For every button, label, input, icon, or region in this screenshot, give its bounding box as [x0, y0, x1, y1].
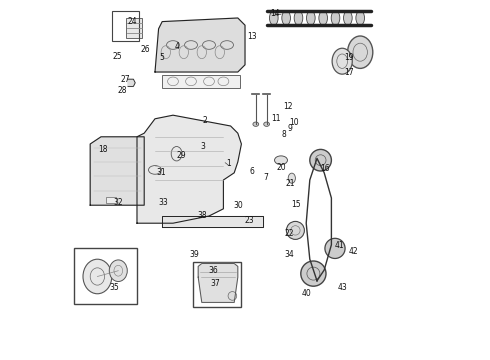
Ellipse shape: [325, 238, 345, 258]
Bar: [126, 18, 142, 38]
Text: 7: 7: [264, 173, 269, 182]
Text: 21: 21: [285, 179, 295, 188]
Text: 36: 36: [208, 266, 218, 275]
Text: 11: 11: [271, 114, 280, 122]
Ellipse shape: [301, 261, 326, 286]
Text: 43: 43: [338, 284, 348, 292]
Text: 29: 29: [176, 151, 186, 160]
Text: 9: 9: [288, 125, 293, 134]
Text: 13: 13: [247, 32, 257, 41]
Ellipse shape: [148, 166, 162, 174]
Ellipse shape: [307, 11, 315, 25]
Text: 10: 10: [289, 118, 298, 127]
Polygon shape: [137, 115, 242, 223]
Text: 33: 33: [158, 198, 168, 207]
Text: 5: 5: [159, 53, 164, 62]
Text: 19: 19: [344, 53, 354, 62]
Ellipse shape: [109, 260, 127, 282]
Bar: [112, 11, 139, 41]
Ellipse shape: [331, 11, 340, 25]
Text: 37: 37: [211, 279, 220, 288]
Text: 25: 25: [112, 53, 122, 62]
Bar: [74, 248, 137, 304]
Text: 34: 34: [284, 251, 294, 259]
Polygon shape: [155, 18, 245, 72]
Ellipse shape: [274, 156, 288, 165]
Polygon shape: [198, 264, 238, 302]
Text: 8: 8: [281, 130, 286, 139]
Text: 2: 2: [202, 116, 207, 125]
Text: 1: 1: [226, 159, 230, 168]
Ellipse shape: [343, 11, 352, 25]
Ellipse shape: [294, 11, 303, 25]
Ellipse shape: [270, 11, 278, 25]
Ellipse shape: [282, 11, 291, 25]
Text: 12: 12: [283, 103, 293, 112]
Ellipse shape: [310, 149, 331, 171]
Text: 16: 16: [320, 164, 330, 173]
Ellipse shape: [347, 36, 373, 68]
Text: 42: 42: [349, 247, 359, 256]
Ellipse shape: [228, 292, 237, 300]
Text: 27: 27: [121, 75, 130, 84]
Text: 6: 6: [250, 167, 255, 176]
Text: 4: 4: [174, 42, 179, 51]
Ellipse shape: [171, 147, 182, 161]
Ellipse shape: [264, 122, 270, 126]
Bar: [106, 197, 117, 203]
Text: 17: 17: [344, 68, 353, 77]
Text: 40: 40: [302, 289, 312, 298]
Polygon shape: [162, 216, 263, 227]
Text: 26: 26: [140, 45, 150, 54]
Ellipse shape: [83, 259, 112, 294]
Text: 24: 24: [127, 17, 137, 26]
Ellipse shape: [288, 173, 295, 183]
Polygon shape: [90, 137, 144, 205]
Text: 41: 41: [335, 241, 344, 250]
Ellipse shape: [319, 11, 327, 25]
Text: 15: 15: [292, 200, 301, 209]
Text: 35: 35: [110, 284, 120, 292]
Ellipse shape: [286, 221, 304, 239]
Text: 32: 32: [114, 198, 123, 207]
Bar: [193, 262, 242, 307]
Text: 3: 3: [200, 143, 205, 152]
Text: 20: 20: [276, 163, 286, 172]
Ellipse shape: [253, 122, 259, 126]
Text: 39: 39: [189, 251, 199, 259]
Text: 31: 31: [157, 168, 166, 177]
Text: 22: 22: [284, 229, 294, 238]
Ellipse shape: [356, 11, 365, 25]
Polygon shape: [128, 79, 135, 86]
Text: 14: 14: [270, 9, 279, 18]
Ellipse shape: [332, 48, 352, 74]
Text: 28: 28: [117, 86, 126, 95]
Text: 30: 30: [234, 202, 244, 210]
Text: 38: 38: [197, 211, 207, 220]
Bar: [162, 75, 240, 88]
Text: 23: 23: [245, 216, 254, 225]
Text: 18: 18: [98, 145, 108, 154]
